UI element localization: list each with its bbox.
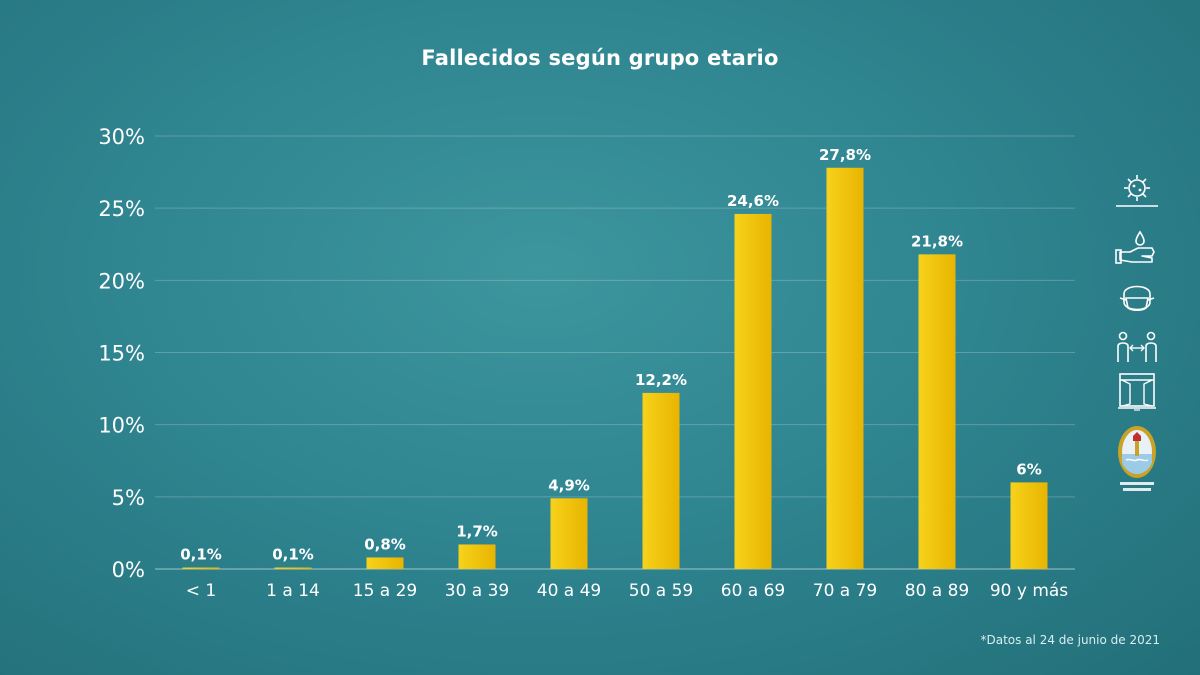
window-ventilation-icon xyxy=(1118,373,1156,411)
x-axis-ticks: < 1 1 a 14 15 a 29 30 a 39 40 a 49 50 a 59 60 … xyxy=(186,581,1069,601)
data-label: 24,6% xyxy=(727,192,779,210)
face-mask-icon xyxy=(1119,285,1155,312)
bar xyxy=(1010,482,1048,569)
chart-title: Fallecidos según grupo etario xyxy=(421,46,779,70)
x-tick-label: 60 a 69 xyxy=(721,581,786,601)
data-label: 0,1% xyxy=(180,546,222,564)
bar xyxy=(550,498,588,569)
y-tick-label: 10% xyxy=(98,414,145,438)
bar xyxy=(274,567,312,569)
data-label: 0,1% xyxy=(272,546,314,564)
bar xyxy=(826,167,864,569)
x-tick-label: 70 a 79 xyxy=(813,581,878,601)
y-tick-label: 25% xyxy=(98,197,145,221)
bars xyxy=(182,167,1048,569)
hand-washing-icon xyxy=(1115,230,1155,264)
data-label: 12,2% xyxy=(635,371,687,389)
x-tick-label: 50 a 59 xyxy=(629,581,694,601)
side-icon-column xyxy=(1112,172,1162,512)
virus-icon xyxy=(1116,175,1158,207)
data-label: 4,9% xyxy=(548,476,590,494)
bar xyxy=(182,567,220,569)
data-label: 1,7% xyxy=(456,522,498,540)
y-tick-label: 5% xyxy=(112,486,145,510)
data-label: 6% xyxy=(1016,460,1041,478)
x-tick-label: < 1 xyxy=(186,581,216,601)
data-label: 0,8% xyxy=(364,535,406,553)
data-label: 27,8% xyxy=(819,146,871,164)
bar xyxy=(366,557,404,569)
x-tick-label: 15 a 29 xyxy=(353,581,418,601)
x-tick-label: 90 y más xyxy=(990,581,1068,601)
bar xyxy=(458,544,496,569)
y-tick-label: 15% xyxy=(98,342,145,366)
x-tick-label: 40 a 49 xyxy=(537,581,602,601)
bar xyxy=(918,254,956,569)
bar xyxy=(734,213,772,569)
y-tick-label: 20% xyxy=(98,269,145,293)
footnote: *Datos al 24 de junio de 2021 xyxy=(980,633,1161,647)
y-axis-ticks: 0% 5% 10% 15% 20% 25% 30% xyxy=(98,125,145,582)
data-labels: 0,1% 0,1% 0,8% 1,7% 4,9% 12,2% 24,6% 27,8% 21,8%… xyxy=(180,146,1042,564)
x-tick-label: 80 a 89 xyxy=(905,581,970,601)
x-tick-label: 1 a 14 xyxy=(266,581,320,601)
province-seal-icon xyxy=(1118,426,1156,491)
x-tick-label: 30 a 39 xyxy=(445,581,510,601)
data-label: 21,8% xyxy=(911,232,963,250)
y-tick-label: 30% xyxy=(98,125,145,149)
y-tick-label: 0% xyxy=(112,558,145,582)
bar xyxy=(642,392,680,569)
social-distance-icon xyxy=(1117,331,1157,362)
